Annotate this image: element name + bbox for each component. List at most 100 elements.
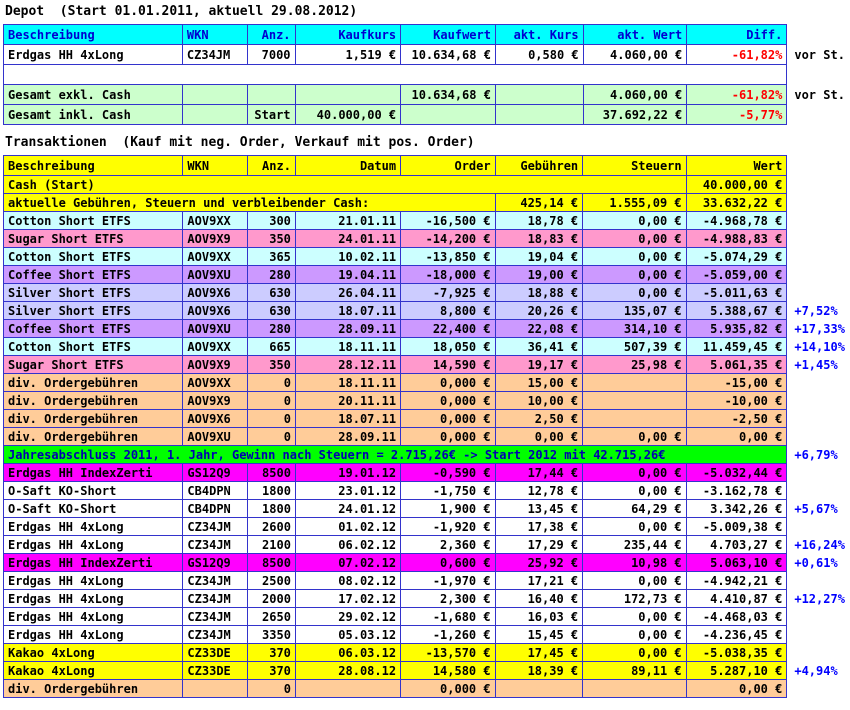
cell-datum[interactable]: 18.07.11	[294, 409, 402, 428]
cell-datum[interactable]: 29.02.12	[294, 607, 402, 626]
cell-datum[interactable]: 28.09.11	[294, 427, 402, 446]
cell-steuern[interactable]: 507,39 €	[582, 337, 687, 356]
cell-gebuehren[interactable]: 22,08 €	[494, 319, 584, 338]
cell-anz[interactable]: 1800	[247, 499, 296, 518]
cell-wkn[interactable]: AOV9X6	[182, 301, 249, 320]
cell-wert[interactable]: 3.342,26 €	[685, 499, 788, 518]
cell-anz[interactable]: 2650	[247, 607, 296, 626]
cell-diff[interactable]: -61,82%	[686, 84, 788, 105]
cell-gebuehren[interactable]: 425,14 €	[494, 193, 584, 212]
cell-wkn[interactable]	[181, 84, 248, 105]
row-annotation[interactable]: +14,10%	[786, 337, 850, 356]
cell-order[interactable]: -13,570 €	[400, 643, 496, 662]
cell-beschreibung[interactable]: Kakao 4xLong	[2, 643, 184, 662]
cell-datum[interactable]: 19.01.12	[294, 463, 402, 482]
cell-steuern[interactable]	[582, 409, 687, 428]
cell-order[interactable]: 0,000 €	[400, 679, 496, 698]
cell-wert[interactable]: 0,00 €	[685, 427, 788, 446]
cell-gebuehren[interactable]: 18,39 €	[494, 661, 584, 680]
cell-wkn[interactable]: CZ33DE	[182, 661, 249, 680]
column-header-akt-kurs[interactable]: akt. Kurs	[494, 24, 584, 45]
cell-wert[interactable]: 5.063,10 €	[685, 553, 788, 572]
cell-gebuehren[interactable]: 19,00 €	[494, 265, 584, 284]
cell-datum[interactable]: 08.02.12	[294, 571, 402, 590]
cell-wkn[interactable]: AOV9X6	[182, 283, 249, 302]
cell-akt-wert[interactable]: 37.692,22 €	[582, 104, 688, 125]
cell-anz[interactable]: Start	[246, 104, 296, 125]
cell-wert[interactable]: 5.935,82 €	[685, 319, 788, 338]
cell-gebuehren[interactable]: 10,00 €	[494, 391, 584, 410]
cell-anz[interactable]: 0	[247, 373, 296, 392]
cell-wkn[interactable]: CB4DPN	[182, 499, 249, 518]
cell-datum[interactable]: 18.07.11	[294, 301, 402, 320]
cell-order[interactable]: 0,000 €	[400, 373, 496, 392]
cell-wert[interactable]: -3.162,78 €	[685, 481, 788, 500]
cell-wert[interactable]: -5.032,44 €	[685, 463, 788, 482]
cell-beschreibung[interactable]: Cotton Short ETFS	[2, 337, 184, 356]
cell-order[interactable]: 22,400 €	[400, 319, 496, 338]
cell-gebuehren[interactable]: 16,40 €	[494, 589, 584, 608]
cell-steuern[interactable]: 0,00 €	[582, 517, 687, 536]
cell-wert[interactable]: -15,00 €	[685, 373, 788, 392]
cell-datum[interactable]: 24.01.12	[294, 499, 402, 518]
cell-gebuehren[interactable]: 17,45 €	[494, 643, 584, 662]
cell-anz[interactable]: 280	[247, 265, 296, 284]
cell-order[interactable]: -1,970 €	[400, 571, 496, 590]
cell-order[interactable]: 2,360 €	[400, 535, 496, 554]
cell-order[interactable]: 0,000 €	[400, 427, 496, 446]
cell-datum[interactable]: 19.04.11	[294, 265, 402, 284]
cell-beschreibung[interactable]: Coffee Short ETFS	[2, 265, 184, 284]
cell-anz[interactable]: 370	[247, 661, 296, 680]
cell-wert[interactable]: -4.468,03 €	[685, 607, 788, 626]
cell-anz[interactable]: 2100	[247, 535, 296, 554]
cell-beschreibung[interactable]: Kakao 4xLong	[2, 661, 184, 680]
cell-anz[interactable]: 350	[247, 229, 296, 248]
cell-wkn[interactable]: GS12Q9	[182, 553, 249, 572]
cell-wkn[interactable]: CZ34JM	[181, 44, 248, 65]
column-header-beschreibung[interactable]: Beschreibung	[2, 155, 184, 176]
column-header-datum[interactable]: Datum	[294, 155, 402, 176]
cell-steuern[interactable]: 0,00 €	[582, 625, 687, 644]
cell-gebuehren[interactable]: 36,41 €	[494, 337, 584, 356]
cell-wert[interactable]: 5.061,35 €	[685, 355, 788, 374]
cell-wkn[interactable]: AOV9X9	[182, 229, 249, 248]
column-header-kaufkurs[interactable]: Kaufkurs	[294, 24, 402, 45]
cell-steuern[interactable]: 0,00 €	[582, 481, 687, 500]
cell-beschreibung[interactable]: Erdgas HH IndexZerti	[2, 553, 184, 572]
column-header-kaufwert[interactable]: Kaufwert	[400, 24, 496, 45]
cell-steuern[interactable]: 1.555,09 €	[582, 193, 687, 212]
row-annotation[interactable]: +5,67%	[786, 499, 850, 518]
cell-beschreibung[interactable]: Cotton Short ETFS	[2, 211, 184, 230]
cell-gebuehren[interactable]: 25,92 €	[494, 553, 584, 572]
cell-datum[interactable]: 28.12.11	[294, 355, 402, 374]
cell-beschreibung[interactable]: Sugar Short ETFS	[2, 229, 184, 248]
cell-beschreibung[interactable]: Jahresabschluss 2011, 1. Jahr, Gewinn na…	[2, 445, 788, 464]
cell-wkn[interactable]: AOV9XX	[182, 337, 249, 356]
cell-wkn[interactable]: CZ34JM	[182, 535, 249, 554]
cell-order[interactable]: 1,900 €	[400, 499, 496, 518]
cell-datum[interactable]: 26.04.11	[294, 283, 402, 302]
cell-steuern[interactable]: 89,11 €	[582, 661, 687, 680]
cell-gebuehren[interactable]: 18,88 €	[494, 283, 584, 302]
cell-datum[interactable]: 17.02.12	[294, 589, 402, 608]
cell-beschreibung[interactable]: Sugar Short ETFS	[2, 355, 184, 374]
cell-wert[interactable]: -5.009,38 €	[685, 517, 788, 536]
cell-datum[interactable]: 18.11.11	[294, 337, 402, 356]
cell-wert[interactable]: -10,00 €	[685, 391, 788, 410]
cell-beschreibung[interactable]: Erdgas HH 4xLong	[2, 571, 184, 590]
cell-beschreibung[interactable]: Coffee Short ETFS	[2, 319, 184, 338]
cell-wert[interactable]: -5.011,63 €	[685, 283, 788, 302]
cell-beschreibung[interactable]: Erdgas HH 4xLong	[2, 625, 184, 644]
cell-wert[interactable]: -4.942,21 €	[685, 571, 788, 590]
cell-datum[interactable]: 23.01.12	[294, 481, 402, 500]
cell-wkn[interactable]: AOV9XU	[182, 265, 249, 284]
cell-datum[interactable]: 05.03.12	[294, 625, 402, 644]
cell-steuern[interactable]: 0,00 €	[582, 427, 687, 446]
cell-kaufwert[interactable]: 10.634,68 €	[400, 44, 496, 65]
cell-anz[interactable]: 3350	[247, 625, 296, 644]
cell-datum[interactable]	[294, 679, 402, 698]
cell-wert[interactable]: 40.000,00 €	[685, 175, 788, 194]
cell-gebuehren[interactable]	[494, 679, 584, 698]
cell-gebuehren[interactable]: 15,00 €	[494, 373, 584, 392]
cell-beschreibung[interactable]: Cash (Start)	[3, 175, 687, 194]
